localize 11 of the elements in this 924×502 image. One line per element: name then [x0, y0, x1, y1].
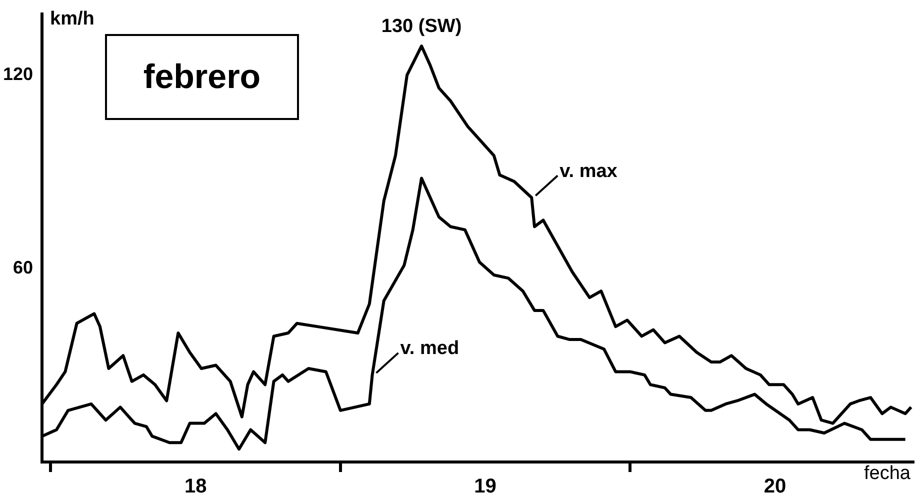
text: febrero	[105, 34, 299, 120]
series-label: v. med	[400, 338, 460, 360]
x-axis-title: fecha	[864, 463, 911, 484]
y-tick-label: 120	[2, 64, 34, 84]
y-axis-title: km/h	[50, 8, 94, 30]
annotation: 130 (SW)	[381, 16, 462, 37]
x-tick-label: 19	[474, 476, 496, 498]
y-tick-label: 60	[13, 258, 34, 278]
x-tick-label: 18	[184, 476, 207, 498]
series-label: v. max	[560, 160, 618, 182]
x-tick-label: 20	[764, 476, 786, 498]
